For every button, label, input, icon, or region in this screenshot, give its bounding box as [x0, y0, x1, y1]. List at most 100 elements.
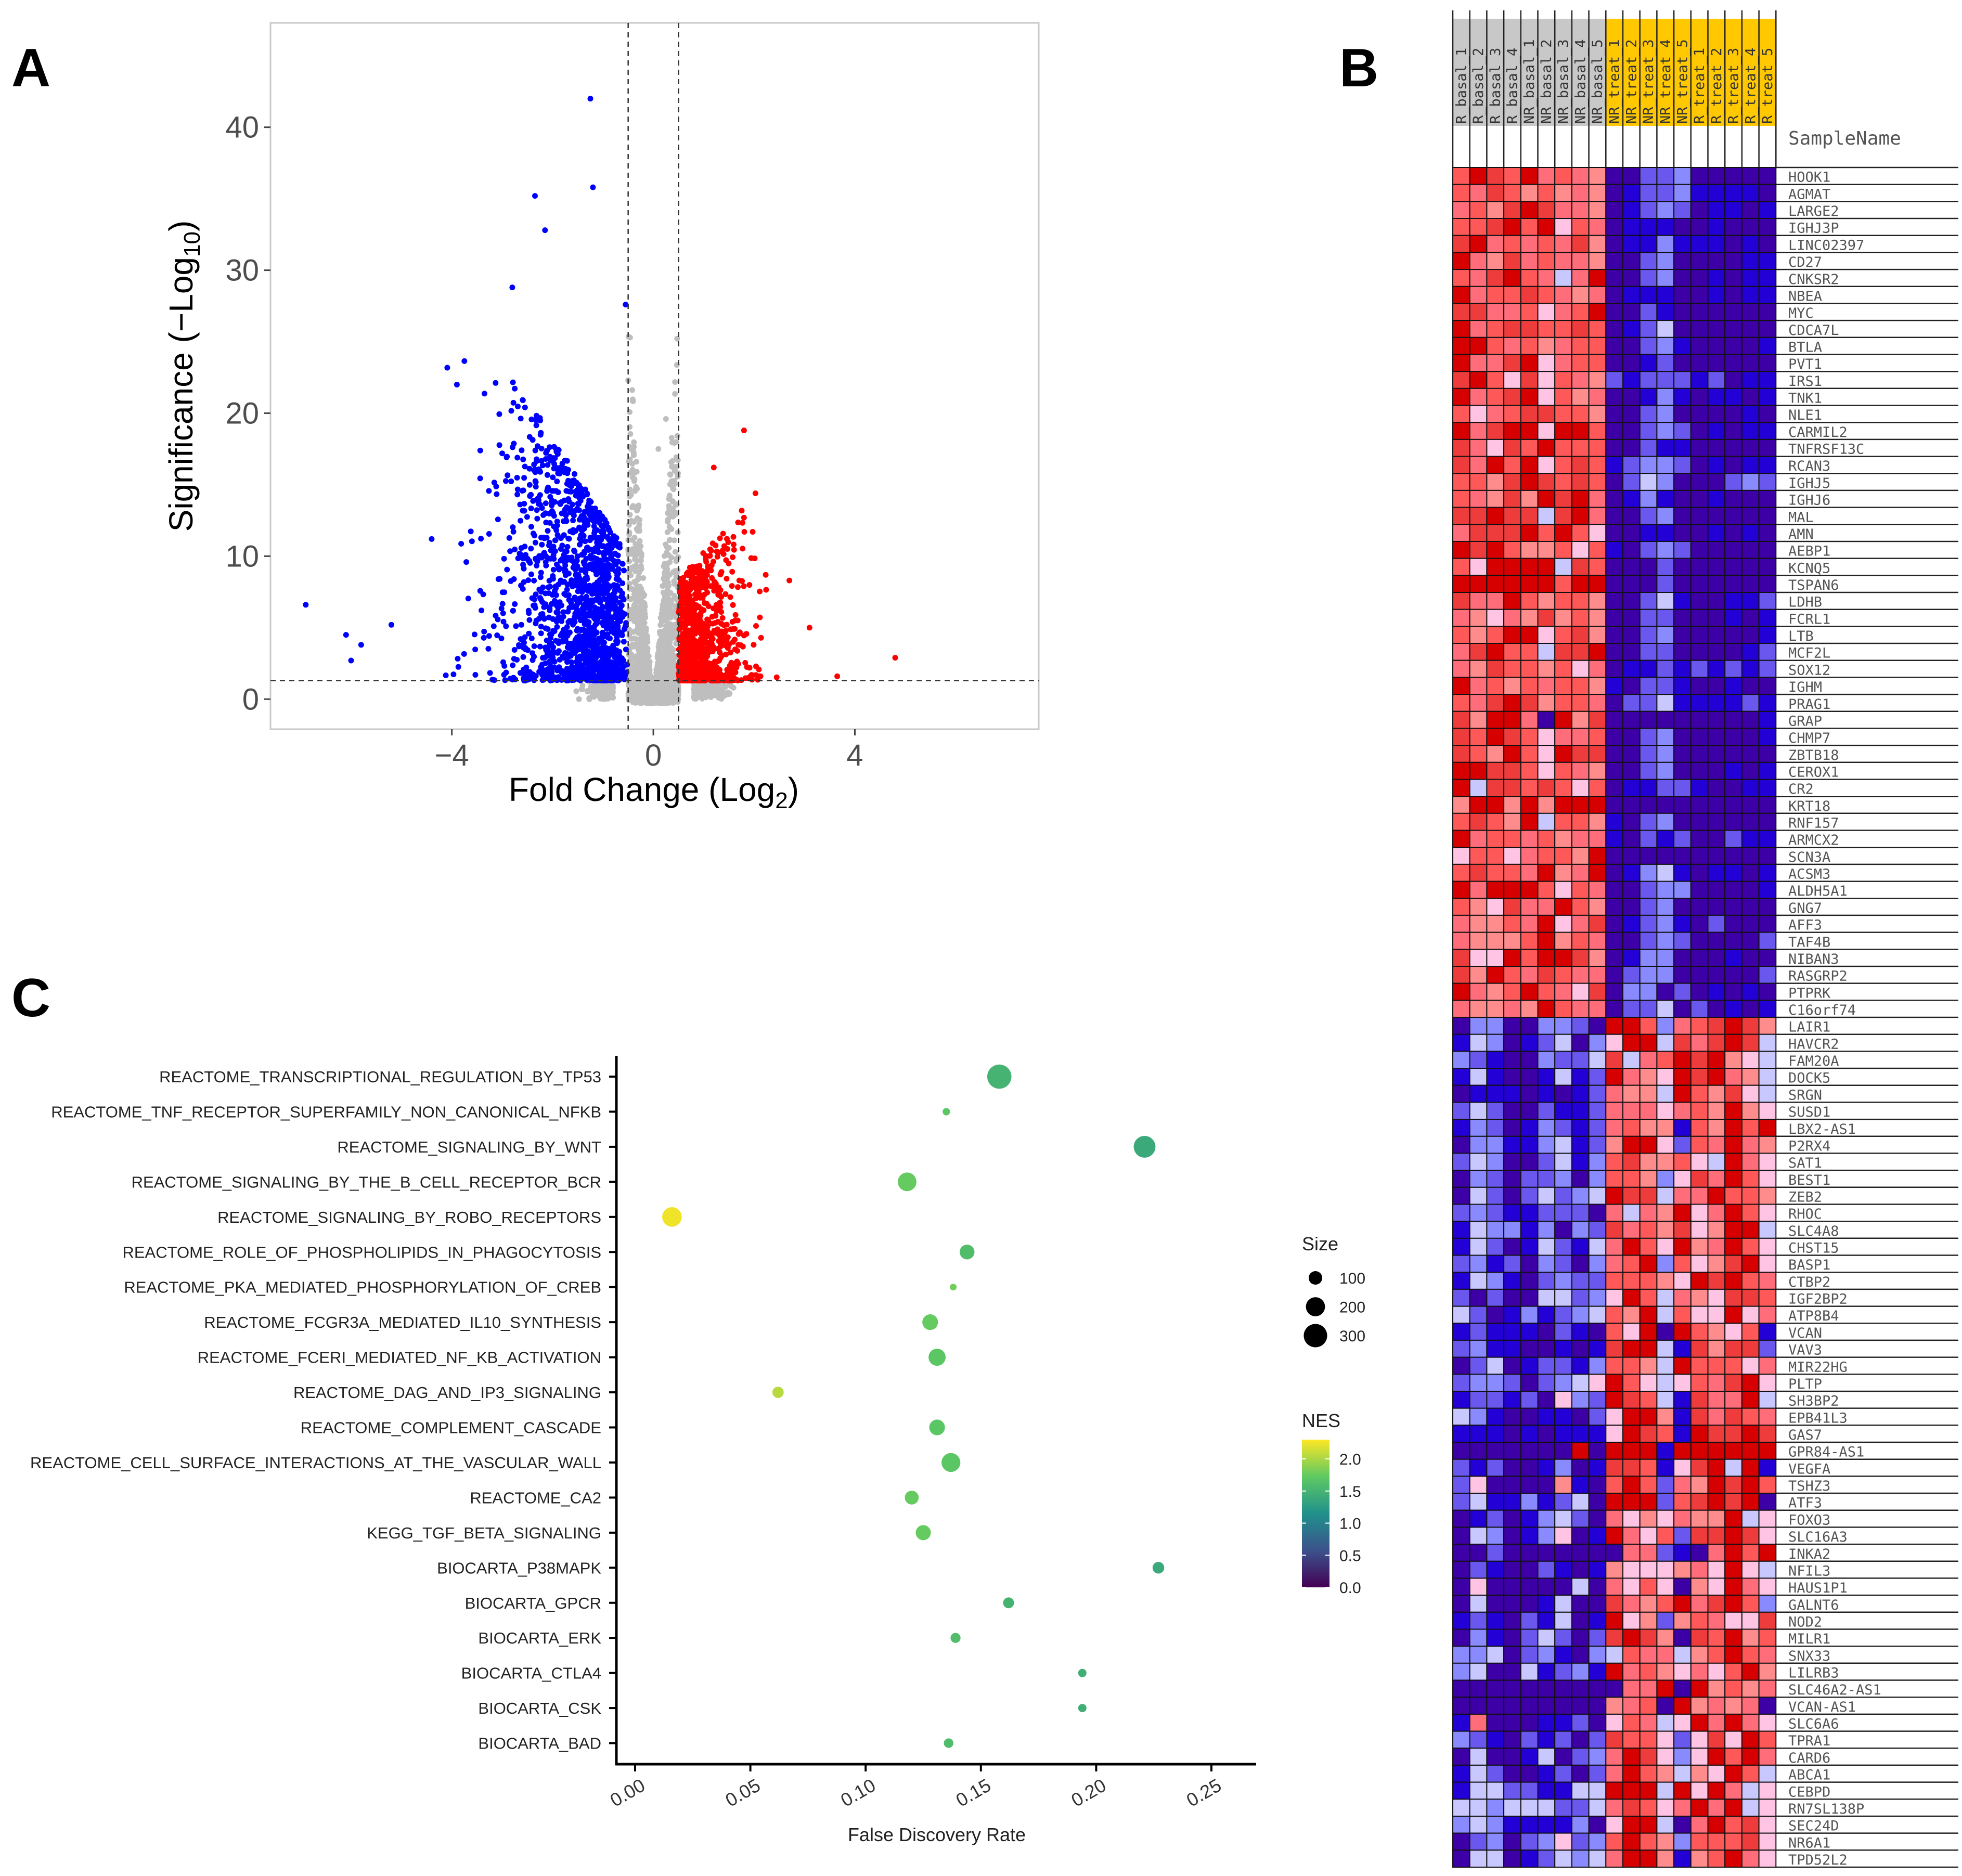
volcano-point-down — [566, 498, 572, 504]
volcano-point-down — [520, 397, 526, 403]
volcano-point-down — [545, 528, 551, 534]
volcano-point-down — [543, 520, 549, 526]
volcano-point-down — [621, 567, 627, 574]
volcano-point-down — [545, 486, 551, 492]
volcano-point-down — [572, 566, 578, 573]
volcano-point-ns — [628, 636, 635, 642]
volcano-point-ns — [668, 526, 675, 532]
volcano-point-down — [552, 525, 559, 531]
volcano-point-down — [519, 552, 525, 558]
volcano-point-ns — [672, 581, 678, 587]
volcano-point-down — [608, 583, 614, 589]
volcano-point-up — [724, 576, 730, 582]
volcano-point-up — [735, 631, 742, 637]
volcano-point-down — [554, 478, 560, 485]
volcano-point-down — [566, 629, 573, 636]
volcano-point-ns — [637, 517, 643, 523]
volcano-point-down — [571, 619, 577, 626]
volcano-point-up — [690, 627, 695, 633]
volcano-point-ns — [671, 477, 677, 484]
volcano-point-ns — [660, 677, 666, 683]
volcano-point-down — [579, 487, 585, 494]
volcano-point-down — [465, 596, 471, 602]
volcano-point-ns — [638, 592, 644, 598]
volcano-point-ns — [665, 674, 672, 680]
volcano-point-down — [537, 432, 544, 438]
volcano-point-ns — [631, 591, 637, 598]
volcano-point-ns — [660, 653, 666, 659]
volcano-point-ns — [605, 685, 611, 691]
volcano-point-down — [543, 660, 549, 666]
volcano-point-up — [717, 572, 724, 578]
panel-label-c: C — [11, 968, 51, 1028]
volcano-point-down — [517, 501, 523, 508]
volcano-point-down — [477, 447, 483, 454]
volcano-point-ns — [664, 529, 670, 535]
volcano-point-down — [574, 668, 580, 675]
volcano-point-down — [571, 477, 577, 483]
volcano-point-down — [546, 652, 552, 658]
volcano-point-ns — [718, 693, 725, 699]
volcano-point-down — [583, 556, 589, 562]
volcano-point-down — [545, 555, 551, 562]
volcano-point-down — [520, 456, 526, 462]
volcano-point-down — [496, 411, 502, 417]
volcano-point-down — [545, 626, 551, 632]
volcano-point-up — [691, 584, 698, 590]
volcano-point-ns — [629, 461, 636, 467]
volcano-point-ns — [673, 454, 679, 460]
volcano-point-down — [554, 667, 560, 674]
volcano-point-down — [604, 534, 611, 540]
volcano-point-ns — [636, 521, 642, 527]
volcano-point-down — [444, 365, 450, 371]
volcano-point-down — [501, 555, 507, 562]
volcano-point-down — [522, 404, 528, 410]
volcano-point-down — [553, 449, 560, 455]
volcano-point-down — [562, 559, 569, 565]
volcano-point-ns — [710, 692, 716, 698]
volcano-point-ns — [672, 379, 678, 385]
volcano-point-ns — [639, 667, 645, 674]
volcano-point-down — [614, 621, 621, 627]
volcano-point-ns — [638, 625, 644, 631]
volcano-point-down — [544, 535, 550, 541]
volcano-point-down — [550, 566, 557, 573]
volcano-point-down — [588, 555, 595, 562]
volcano-point-down — [600, 665, 606, 670]
panel-label-a: A — [11, 38, 51, 98]
volcano-point-down — [493, 483, 499, 489]
volcano-point-ns — [589, 687, 595, 693]
volcano-point-up — [700, 550, 706, 556]
volcano-point-down — [584, 490, 590, 497]
volcano-point-down — [520, 586, 526, 592]
volcano-point-up — [724, 670, 730, 677]
volcano-point-down — [579, 640, 585, 646]
volcano-point-down — [490, 623, 497, 629]
volcano-point-down — [521, 475, 527, 481]
volcano-point-down — [570, 517, 576, 523]
volcano-point-down — [472, 672, 479, 678]
volcano-point-down — [556, 566, 562, 573]
volcano-point-down — [593, 516, 599, 522]
volcano-point-ns — [627, 431, 634, 437]
volcano-point-up — [704, 582, 710, 588]
volcano-point-ns — [670, 569, 676, 575]
volcano-point-ns — [638, 553, 644, 560]
volcano-point-ns — [730, 684, 737, 691]
volcano-point-down — [581, 523, 587, 529]
volcano-point-up — [730, 554, 736, 560]
volcano-point-ns — [674, 433, 680, 439]
volcano-point-ns — [660, 602, 666, 608]
volcano-point-down — [587, 537, 593, 544]
volcano-point-down — [603, 589, 609, 596]
volcano-point-ns — [635, 564, 641, 570]
volcano-point-up — [691, 656, 698, 663]
volcano-point-up — [730, 626, 736, 632]
volcano-point-down — [505, 472, 511, 478]
volcano-point-down — [561, 627, 567, 633]
volcano-point-up — [707, 546, 713, 552]
volcano-point-up — [742, 659, 748, 666]
volcano-point-up — [686, 648, 692, 653]
volcano-point-up — [676, 626, 682, 632]
volcano-point-ns — [665, 682, 672, 688]
